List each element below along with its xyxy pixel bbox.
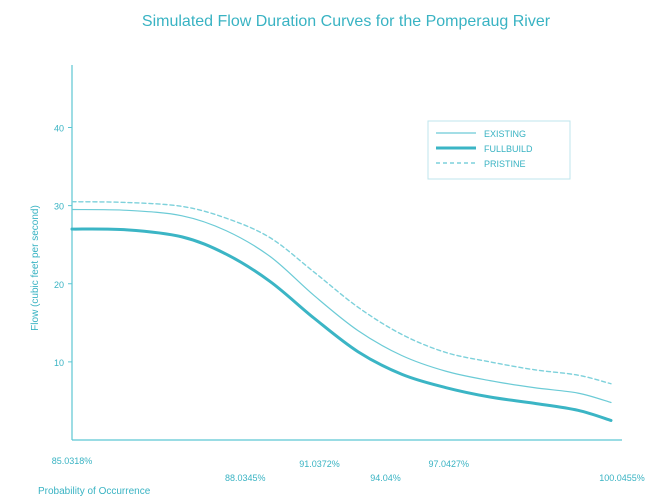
y-axis-label: Flow (cubic feet per second) xyxy=(30,205,41,331)
series-line-fullbuild xyxy=(70,227,613,422)
ticks-layer: 10 20 30 40 85.0318% 88.0345% 91.0372% 94.04% 97… xyxy=(52,124,645,484)
legend: EXISTING FULLBUILD PRISTINE xyxy=(427,120,571,180)
legend-box xyxy=(427,120,571,180)
x-tick-label: 97.0427% xyxy=(428,459,469,469)
y-tick-label: 20 xyxy=(54,280,64,290)
y-tick-label: 30 xyxy=(54,202,64,212)
chart-title: Simulated Flow Duration Curves for the P… xyxy=(142,13,551,30)
x-tick-label: 100.0455% xyxy=(599,473,645,483)
y-tick-label: 40 xyxy=(54,124,64,134)
series-line-existing xyxy=(71,208,612,404)
x-tick-label: 88.0345% xyxy=(225,473,266,483)
legend-label: EXISTING xyxy=(484,129,526,139)
x-axis-label: Probability of Occurrence xyxy=(38,486,151,497)
x-tick-label: 91.0372% xyxy=(299,459,340,469)
legend-label: FULLBUILD xyxy=(484,144,533,154)
x-tick-label: 94.04% xyxy=(370,473,401,483)
series-line-pristine xyxy=(71,201,612,385)
series-layer xyxy=(70,201,613,422)
y-tick-label: 10 xyxy=(54,358,64,368)
x-tick-label: 85.0318% xyxy=(52,456,93,466)
legend-label: PRISTINE xyxy=(484,159,526,169)
